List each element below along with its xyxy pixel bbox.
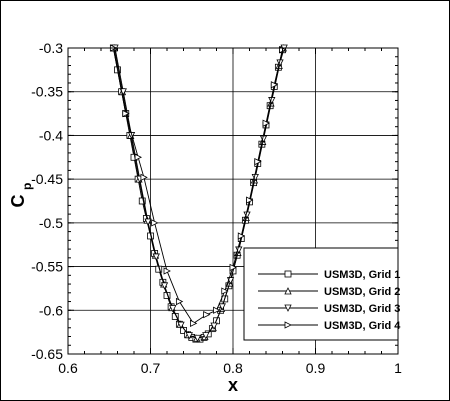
y-tick-label: -0.35: [31, 84, 63, 100]
legend-marker: [284, 321, 292, 329]
y-tick-label: -0.55: [31, 259, 63, 275]
x-tick-label: 0.8: [223, 360, 243, 376]
legend-label: USM3D, Grid 4: [324, 320, 401, 332]
x-tick-label: 1: [394, 360, 402, 376]
y-axis-label: C p: [8, 183, 34, 208]
y-tick-label: -0.3: [39, 40, 63, 56]
legend-item: USM3D, Grid 1: [258, 269, 400, 281]
data-point: [203, 311, 211, 319]
data-point: [151, 219, 159, 227]
data-point: [202, 332, 210, 340]
data-point: [270, 81, 279, 89]
legend-marker: [284, 287, 292, 295]
x-tick-label: 0.7: [141, 360, 161, 376]
data-point: [229, 263, 237, 272]
series-line: [114, 47, 285, 339]
data-point: [237, 232, 246, 240]
x-tick-label: 0.6: [58, 360, 78, 376]
legend-marker: [284, 304, 292, 312]
data-point: [193, 334, 202, 343]
data-point: [160, 282, 169, 290]
data-point: [175, 297, 184, 306]
legend-item: USM3D, Grid 3: [258, 303, 400, 315]
x-axis-label: x: [228, 375, 238, 395]
legend-item: USM3D, Grid 2: [258, 286, 400, 298]
data-point: [262, 119, 270, 127]
data-point: [190, 319, 198, 328]
data-point: [221, 287, 229, 295]
legend-item: USM3D, Grid 4: [258, 320, 401, 332]
legend-label: USM3D, Grid 1: [324, 269, 400, 281]
y-tick-label: -0.6: [39, 302, 63, 318]
data-point: [210, 322, 218, 330]
legend-label: USM3D, Grid 3: [324, 303, 400, 315]
data-point: [213, 306, 221, 314]
data-point: [163, 267, 171, 275]
data-point: [122, 109, 130, 118]
legend-label: USM3D, Grid 2: [324, 286, 400, 298]
data-point: [152, 253, 160, 261]
y-tick-label: -0.5: [39, 215, 63, 231]
series-group: [109, 44, 288, 343]
x-tick-labels: 0.6 0.7 0.8 0.9 1: [58, 360, 402, 376]
data-point: [218, 303, 226, 311]
data-point: [246, 196, 254, 204]
data-point: [134, 153, 143, 161]
data-point: [177, 321, 185, 330]
data-point: [254, 158, 262, 166]
series-line: [112, 47, 283, 325]
data-point: [185, 332, 193, 340]
data-point: [140, 173, 148, 182]
y-tick-labels: -0.3 -0.35 -0.4 -0.45 -0.5 -0.55 -0.6 -0.65: [31, 40, 63, 362]
y-tick-label: -0.45: [31, 171, 63, 187]
data-point: [138, 197, 146, 205]
y-axis-label-sub: p: [20, 183, 34, 190]
legend: USM3D, Grid 1 USM3D, Grid 2 USM3D, Grid 3 U…: [243, 247, 401, 341]
legend-marker: [284, 270, 292, 278]
x-tick-label: 0.9: [306, 360, 326, 376]
data-point: [144, 218, 152, 226]
data-point: [169, 305, 177, 313]
y-tick-label: -0.4: [39, 127, 63, 143]
y-tick-label: -0.65: [31, 346, 63, 362]
y-axis-label-main: C: [8, 195, 28, 208]
